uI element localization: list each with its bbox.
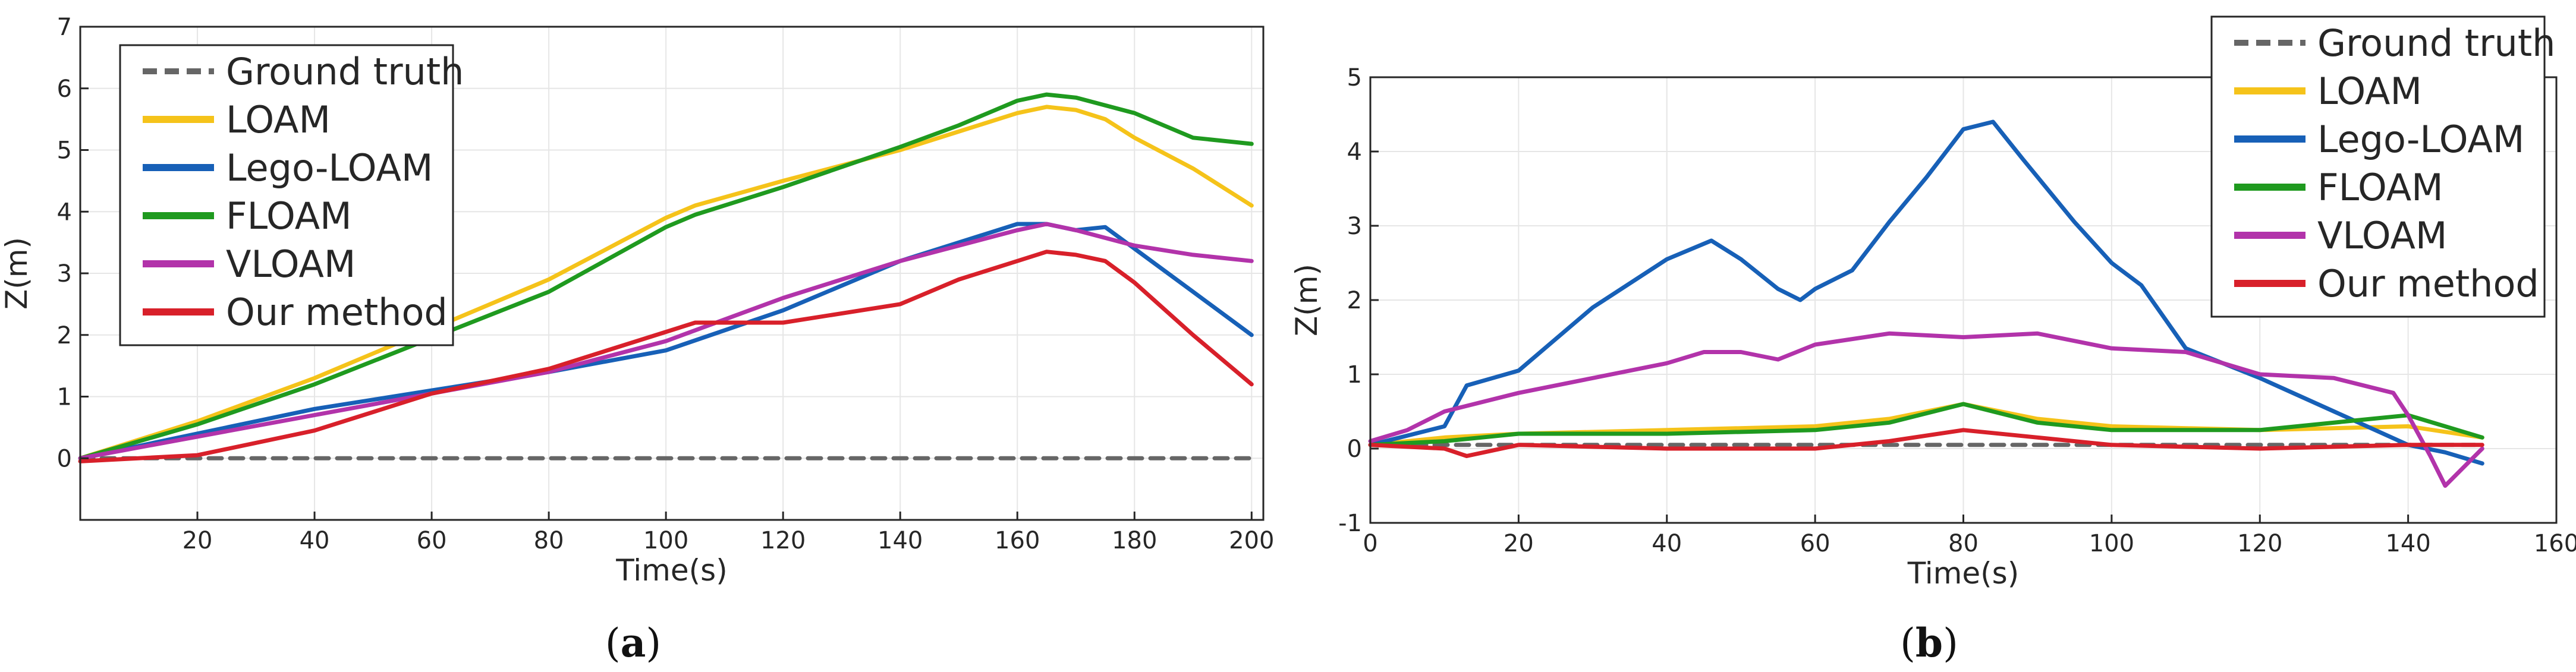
chart-a-legend-label-vloam: VLOAM [226,242,356,286]
chart-b-legend-label-vloam: VLOAM [2317,214,2447,257]
chart-b-y-tick-label: -1 [1338,510,1362,537]
chart-a-legend-label-our-method: Our method [226,291,448,334]
chart-a-y-tick-label: 4 [57,198,72,226]
chart-b-y-tick-label: 2 [1347,287,1362,314]
chart-b-legend-label-lego-loam: Lego-LOAM [2317,118,2524,161]
caption-a: (a) [605,620,661,666]
chart-a-x-axis-label: Time(s) [615,553,727,588]
chart-b-legend-box [2210,15,2546,318]
chart-a-y-tick-label: 1 [57,384,72,411]
chart-b-y-tick-label: 5 [1347,64,1362,92]
chart-a-series-floam [78,92,1254,460]
chart-b-x-tick-label: 20 [1504,530,1534,557]
chart-b-x-tick-label: 0 [1363,530,1377,557]
chart-a-x-tick-label: 80 [534,527,564,554]
chart-b-x-tick-label: 100 [2089,530,2134,557]
chart-b-x-axis-label: Time(s) [1907,556,2019,591]
chart-b-y-tick-label: 0 [1347,436,1362,463]
chart-b-legend: Ground truth LOAM Lego-LOAM FLOAM VLOAM Our m… [2210,15,2555,318]
chart-a-series-our-method [78,250,1254,463]
chart-b-x-tick-label: 160 [2534,530,2576,557]
chart-a-x-tick-label: 200 [1229,527,1274,554]
chart-b-y-tick-label: 1 [1347,361,1362,389]
chart-a-legend-label-floam: FLOAM [226,194,352,238]
chart-a-legend-box [119,44,454,346]
chart-b-series-lego-loam [1368,119,2484,466]
chart-b-x-tick-label: 80 [1948,530,1979,557]
chart-a-y-axis-label: Z(m) [0,237,34,310]
chart-a-series-vloam [78,222,1254,460]
chart-a-x-tick-label: 180 [1112,527,1157,554]
chart-b-y-tick-label: 4 [1347,138,1362,166]
chart-a-legend-label-ground-truth: Ground truth [226,50,464,93]
chart-a-y-tick-label: 3 [57,260,72,288]
chart-b-legend-label-floam: FLOAM [2317,166,2443,209]
chart-b-x-tick-label: 140 [2385,530,2430,557]
chart-b-y-axis-label: Z(m) [1289,264,1324,336]
chart-b-series-vloam [1368,331,2484,488]
chart-a-y-tick-label: 5 [57,137,72,165]
chart-b-series-floam [1368,402,2484,447]
chart-b-legend-label-loam: LOAM [2317,70,2422,113]
chart-a: 20 40 60 80 100 120 140 160 180 200 0 1 2 3 4 5 6 7 Time(s… [0,14,1274,588]
chart-a-x-tick-label: 60 [417,527,447,554]
chart-a-x-tick-label: 20 [183,527,213,554]
chart-b-legend-label-ground-truth: Ground truth [2317,21,2555,65]
chart-b-series-our-method [1368,428,2484,458]
chart-a-legend-label-loam: LOAM [226,98,331,141]
chart-b-legend-label-our-method: Our method [2317,262,2539,305]
chart-b-x-tick-label: 60 [1800,530,1830,557]
chart-a-y-tick-label: 2 [57,322,72,349]
chart-b-y-tick-label: 3 [1347,213,1362,240]
chart-a-x-tick-label: 120 [760,527,806,554]
chart-a-x-tick-label: 140 [877,527,923,554]
caption-b: (b) [1900,620,1958,666]
chart-a-y-tick-label: 6 [57,75,72,103]
chart-a-x-tick-label: 160 [995,527,1040,554]
chart-b-x-tick-label: 40 [1652,530,1682,557]
chart-b: 0 20 40 60 80 100 120 140 160-1012345Time(s)Z(m)… [1289,15,2576,591]
chart-b-x-tick-label: 120 [2237,530,2282,557]
chart-a-legend-label-lego-loam: Lego-LOAM [226,146,433,190]
chart-a-x-tick-label: 40 [300,527,330,554]
chart-a-y-tick-label: 0 [57,445,72,472]
chart-a-x-tick-label: 100 [643,527,688,554]
chart-a-y-tick-label: 7 [57,14,72,41]
